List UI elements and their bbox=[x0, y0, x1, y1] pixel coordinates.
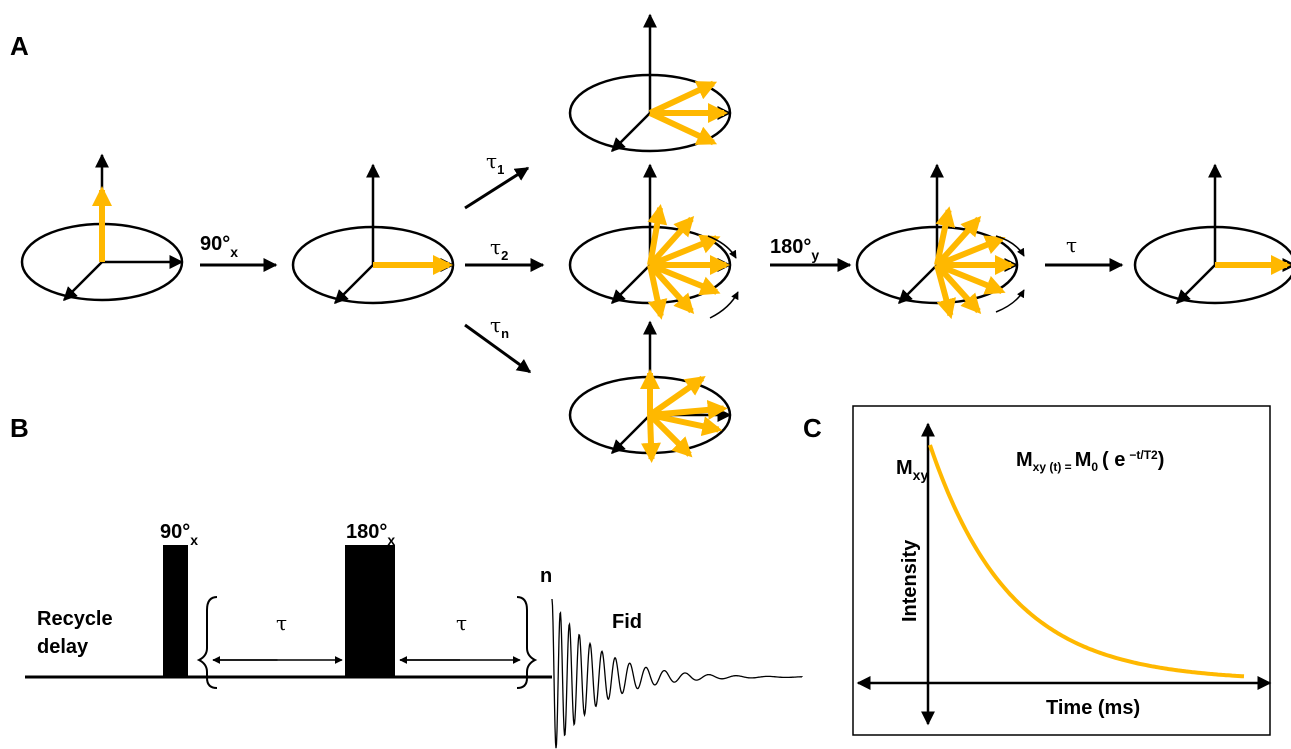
m-label: Mxy bbox=[896, 457, 928, 483]
tau-label: τ bbox=[456, 611, 467, 635]
pulse-label-sub: x bbox=[387, 532, 395, 548]
magnetization-vector bbox=[648, 80, 718, 116]
pulse bbox=[345, 545, 395, 677]
pulse-label-sub: x bbox=[190, 532, 198, 548]
magnetization-vector bbox=[935, 235, 1006, 268]
rotation-arc bbox=[995, 289, 1025, 313]
tau-label: τ bbox=[276, 611, 287, 635]
pulse-label: 180°y bbox=[770, 236, 819, 263]
tau-sub: 1 bbox=[497, 162, 504, 177]
magnetization-vector bbox=[647, 412, 693, 458]
repeat-label: n bbox=[540, 565, 552, 587]
eq-part: ( e bbox=[1102, 449, 1125, 471]
magnetization-vector bbox=[934, 264, 956, 320]
pulse-label-sub: x bbox=[230, 244, 238, 260]
axis-arrow bbox=[1176, 264, 1216, 304]
pulse-label: 90°x bbox=[160, 521, 198, 548]
panel-frame bbox=[852, 405, 1271, 736]
magnetization-vector bbox=[649, 399, 728, 420]
magnetization-vector bbox=[647, 264, 668, 320]
equation: Mxy (t) = M0( e −t/T2) bbox=[1016, 448, 1164, 474]
decay-curve bbox=[928, 444, 1245, 679]
magnetization-vector bbox=[934, 262, 982, 315]
rotation-arc bbox=[709, 291, 739, 319]
eq-sup: −t/T2 bbox=[1129, 448, 1158, 462]
pulse-label-main: 90° bbox=[200, 233, 230, 255]
magnetization-vector bbox=[648, 262, 721, 296]
magnetization-vector bbox=[647, 203, 668, 266]
tau-sub: 2 bbox=[501, 248, 508, 263]
rotation-arc bbox=[707, 235, 737, 259]
magnetization-vector bbox=[649, 412, 723, 437]
magnetization-vector bbox=[640, 414, 661, 463]
panel-label: A bbox=[10, 31, 29, 61]
pulse bbox=[163, 545, 188, 677]
tau-label: τn bbox=[490, 313, 509, 341]
magnetization-vector bbox=[934, 215, 982, 268]
axis-arrow bbox=[334, 264, 374, 304]
pulse-label: 180°x bbox=[346, 521, 395, 548]
eq-sub: 0 bbox=[1091, 460, 1098, 474]
panel-label: B bbox=[10, 413, 29, 443]
tau-label: τ1 bbox=[486, 149, 504, 177]
eq-sub: xy (t) = bbox=[1033, 460, 1072, 474]
tau-main: τ bbox=[486, 149, 497, 173]
magnetization-vector bbox=[647, 262, 695, 315]
axis-arrow bbox=[611, 264, 651, 304]
m-main: M bbox=[896, 457, 913, 479]
arrow bbox=[464, 323, 532, 374]
eq-part: ) bbox=[1158, 449, 1165, 471]
fid-signal bbox=[551, 598, 803, 749]
brace bbox=[196, 596, 218, 689]
magnetization-vector bbox=[934, 206, 956, 266]
axis-arrow bbox=[63, 261, 103, 301]
pulse-label: 90°x bbox=[200, 233, 238, 260]
rotation-arc bbox=[995, 235, 1025, 257]
tau-main: τ bbox=[490, 313, 501, 337]
fid-label: Fid bbox=[612, 611, 642, 633]
tau-sub: n bbox=[501, 326, 509, 341]
magnetization-vector bbox=[648, 375, 706, 418]
tau-label: τ2 bbox=[490, 235, 508, 263]
recycle-label: Recycle bbox=[37, 608, 113, 630]
m-sub: xy bbox=[913, 467, 929, 483]
eq-part: M bbox=[1075, 449, 1092, 471]
magnetization-vector bbox=[935, 262, 1006, 295]
eq-part: M bbox=[1016, 449, 1033, 471]
y-axis-label: Intensity bbox=[899, 539, 921, 622]
arrow bbox=[464, 166, 530, 210]
tau-main: τ bbox=[490, 235, 501, 259]
axis-arrow bbox=[611, 112, 651, 152]
recycle-label: delay bbox=[37, 636, 89, 658]
axis-arrow bbox=[611, 414, 651, 454]
x-axis-label: Time (ms) bbox=[1046, 697, 1140, 719]
pulse-label-main: 180° bbox=[346, 521, 387, 543]
axis-arrow bbox=[898, 264, 938, 304]
magnetization-vector bbox=[647, 215, 695, 268]
pulse-label-main: 90° bbox=[160, 521, 190, 543]
brace bbox=[516, 596, 538, 689]
magnetization-vector bbox=[648, 234, 721, 268]
magnetization-vector bbox=[648, 110, 718, 146]
pulse-label-sub: y bbox=[811, 247, 819, 263]
tau-label: τ bbox=[1066, 233, 1077, 257]
pulse-label-main: 180° bbox=[770, 236, 811, 258]
panel-label: C bbox=[803, 413, 822, 443]
